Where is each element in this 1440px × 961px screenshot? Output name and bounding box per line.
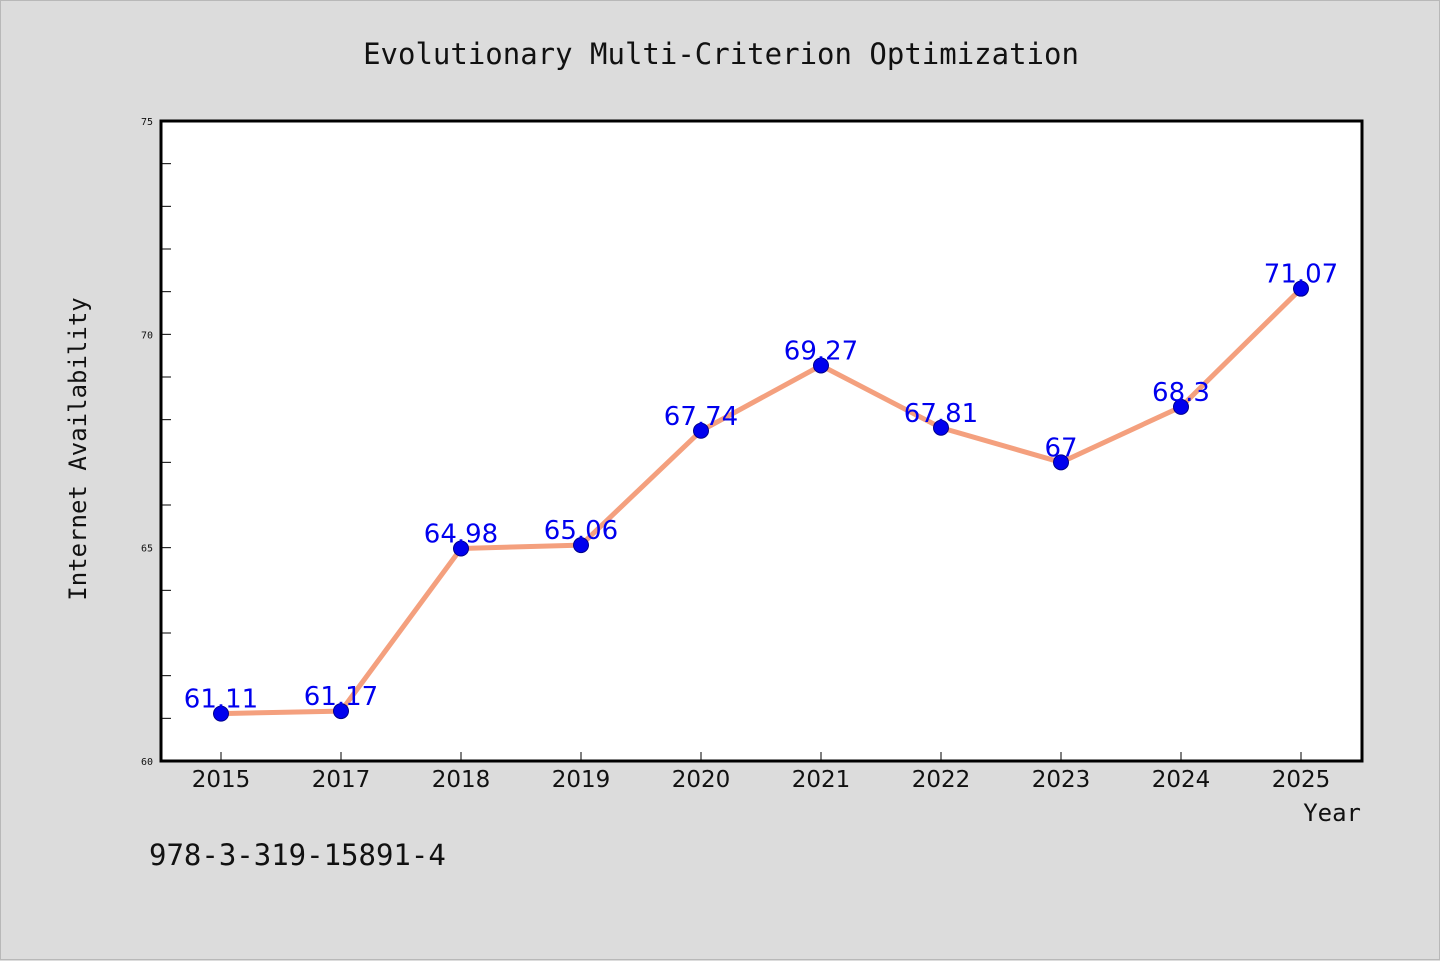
x-tick-label: 2019 bbox=[552, 767, 611, 793]
y-tick-label: 75 bbox=[141, 117, 153, 128]
data-point bbox=[213, 705, 229, 722]
data-label: 71.07 bbox=[1264, 260, 1338, 290]
plot-area bbox=[161, 121, 1362, 761]
data-label: 61.11 bbox=[184, 685, 258, 715]
data-label: 69.27 bbox=[784, 336, 858, 366]
x-tick-label: 2015 bbox=[192, 767, 251, 793]
data-label: 67.74 bbox=[664, 402, 738, 432]
x-tick-label: 2023 bbox=[1032, 767, 1091, 793]
series-layer: 61.11 61.17 64.98 65.06 67.74 69.27 67.81 67 68.… bbox=[184, 260, 1338, 722]
x-tick-label: 2022 bbox=[912, 767, 971, 793]
data-label: 67 bbox=[1044, 433, 1077, 463]
data-point bbox=[813, 357, 829, 374]
data-point bbox=[933, 419, 949, 436]
data-label: 67.81 bbox=[904, 399, 978, 429]
footnote-isbn: 978-3-319-15891-4 bbox=[149, 838, 446, 872]
x-tick-label: 2025 bbox=[1272, 767, 1331, 793]
x-axis-label: Year bbox=[1303, 799, 1361, 827]
x-tick-label: 2021 bbox=[792, 767, 851, 793]
data-label: 64.98 bbox=[424, 520, 498, 550]
x-tick-label: 2024 bbox=[1152, 767, 1211, 793]
y-tick-label: 60 bbox=[141, 757, 153, 768]
data-label: 65.06 bbox=[544, 516, 618, 546]
data-point bbox=[1293, 280, 1309, 297]
y-axis-label: Internet Availability bbox=[64, 297, 92, 600]
data-point bbox=[573, 537, 589, 554]
x-axis: 2015 2017 2018 2019 2020 2021 2022 2023 2024 2025 bbox=[192, 752, 1331, 793]
data-label: 68.3 bbox=[1152, 378, 1210, 408]
chart-title: Evolutionary Multi-Criterion Optimizatio… bbox=[363, 37, 1079, 71]
series-line bbox=[218, 286, 1304, 717]
data-point bbox=[1053, 454, 1069, 471]
data-point bbox=[693, 422, 709, 439]
x-tick-label: 2018 bbox=[432, 767, 491, 793]
y-tick-label: 65 bbox=[141, 544, 153, 555]
y-tick-label: 70 bbox=[141, 330, 153, 341]
plot-frame bbox=[159, 119, 1364, 763]
x-tick-label: 2020 bbox=[672, 767, 731, 793]
data-point bbox=[333, 703, 349, 720]
data-label: 61.17 bbox=[304, 682, 378, 712]
data-point bbox=[453, 540, 469, 557]
x-tick-label: 2017 bbox=[312, 767, 371, 793]
data-point bbox=[1173, 398, 1189, 415]
